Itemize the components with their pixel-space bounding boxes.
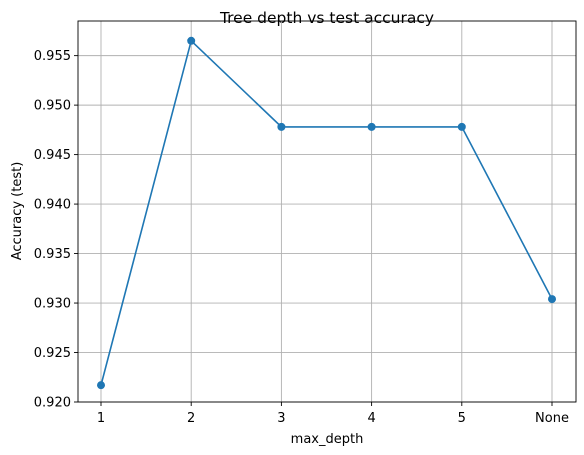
y-axis-title: Accuracy (test) <box>10 162 25 261</box>
chart-title: Tree depth vs test accuracy <box>219 9 434 27</box>
series-layer <box>97 36 556 390</box>
y-axis: 0.920 0.925 0.930 0.935 0.940 0.945 0.950 0.955 <box>34 49 78 411</box>
y-tick-label: 0.925 <box>34 346 71 361</box>
data-point <box>277 122 286 131</box>
series-line <box>100 39 553 386</box>
y-tick-label: 0.955 <box>34 49 71 64</box>
y-tick-label: 0.940 <box>34 198 71 213</box>
y-tick-label: 0.920 <box>34 396 71 411</box>
y-tick-label: 0.945 <box>34 148 71 163</box>
x-tick-label: 1 <box>97 411 105 426</box>
y-tick-label: 0.950 <box>34 99 71 114</box>
x-tick-label: 3 <box>277 411 285 426</box>
x-tick-label: 5 <box>458 411 466 426</box>
plot-frame <box>77 20 577 403</box>
x-tick-label: 4 <box>367 411 375 426</box>
data-point <box>367 122 376 131</box>
data-point <box>187 36 196 45</box>
data-point <box>457 122 466 131</box>
y-tick-label: 0.935 <box>34 247 71 262</box>
x-axis-title: max_depth <box>291 432 364 447</box>
x-axis: 1 2 3 4 5 None <box>97 402 569 426</box>
data-point <box>97 381 105 390</box>
x-tick-label: 2 <box>187 411 195 426</box>
x-tick-label: None <box>535 411 569 426</box>
y-tick-label: 0.930 <box>34 297 71 312</box>
data-point <box>548 295 556 304</box>
